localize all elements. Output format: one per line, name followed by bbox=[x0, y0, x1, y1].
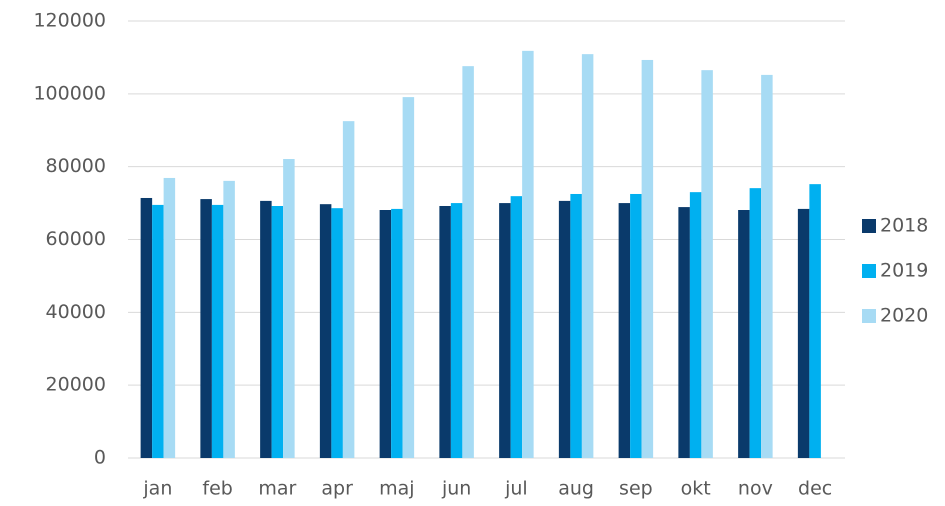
legend-label: 2020 bbox=[880, 305, 928, 327]
bar bbox=[283, 159, 295, 458]
bar bbox=[618, 203, 631, 458]
bar bbox=[581, 54, 594, 459]
y-tick-label: 60000 bbox=[46, 228, 106, 250]
bar bbox=[738, 210, 750, 458]
bar bbox=[260, 200, 272, 459]
legend-label: 2018 bbox=[880, 215, 928, 237]
bar bbox=[809, 184, 821, 458]
legend-swatch bbox=[862, 264, 876, 278]
x-tick-label: nov bbox=[738, 478, 773, 500]
x-tick-label: apr bbox=[321, 478, 353, 500]
bar bbox=[271, 205, 284, 458]
x-tick-label: jan bbox=[142, 478, 172, 500]
bar bbox=[379, 210, 392, 458]
bar bbox=[558, 200, 571, 459]
bar bbox=[630, 193, 642, 458]
bar bbox=[200, 199, 212, 458]
bar bbox=[701, 70, 713, 458]
y-tick-label: 100000 bbox=[33, 82, 106, 104]
x-tick-label: okt bbox=[681, 478, 711, 500]
bar bbox=[439, 205, 451, 458]
bar bbox=[797, 208, 810, 458]
x-tick-label: jun bbox=[441, 478, 471, 500]
bar bbox=[450, 203, 463, 458]
bar bbox=[342, 121, 355, 458]
x-tick-label: jul bbox=[504, 478, 528, 500]
bar bbox=[570, 193, 582, 458]
x-tick-label: dec bbox=[798, 478, 832, 500]
bar bbox=[761, 74, 773, 458]
bar bbox=[391, 208, 403, 458]
bar bbox=[462, 66, 474, 458]
bar bbox=[211, 204, 224, 458]
bar bbox=[510, 196, 523, 458]
y-tick-label: 80000 bbox=[46, 155, 106, 177]
bar bbox=[749, 188, 762, 458]
bar bbox=[319, 204, 332, 458]
y-tick-label: 0 bbox=[94, 447, 106, 469]
x-tick-label: aug bbox=[558, 478, 594, 500]
x-tick-label: feb bbox=[202, 478, 232, 500]
legend-swatch bbox=[862, 219, 876, 233]
y-tick-label: 40000 bbox=[46, 301, 106, 323]
bar bbox=[499, 203, 511, 458]
legend-label: 2019 bbox=[880, 260, 928, 282]
bar bbox=[641, 59, 654, 459]
bar bbox=[689, 192, 702, 459]
legend-swatch bbox=[862, 309, 876, 323]
bar bbox=[678, 207, 690, 458]
x-tick-label: sep bbox=[619, 478, 653, 500]
x-tick-label: mar bbox=[258, 478, 296, 500]
x-tick-label: maj bbox=[379, 478, 414, 500]
y-tick-label: 20000 bbox=[46, 374, 106, 396]
bar bbox=[331, 208, 343, 458]
bar bbox=[402, 97, 415, 458]
y-tick-label: 120000 bbox=[33, 10, 106, 32]
bar bbox=[163, 177, 176, 459]
bar bbox=[140, 197, 153, 459]
bar bbox=[152, 204, 164, 458]
bar bbox=[522, 50, 534, 459]
bar bbox=[223, 180, 235, 458]
